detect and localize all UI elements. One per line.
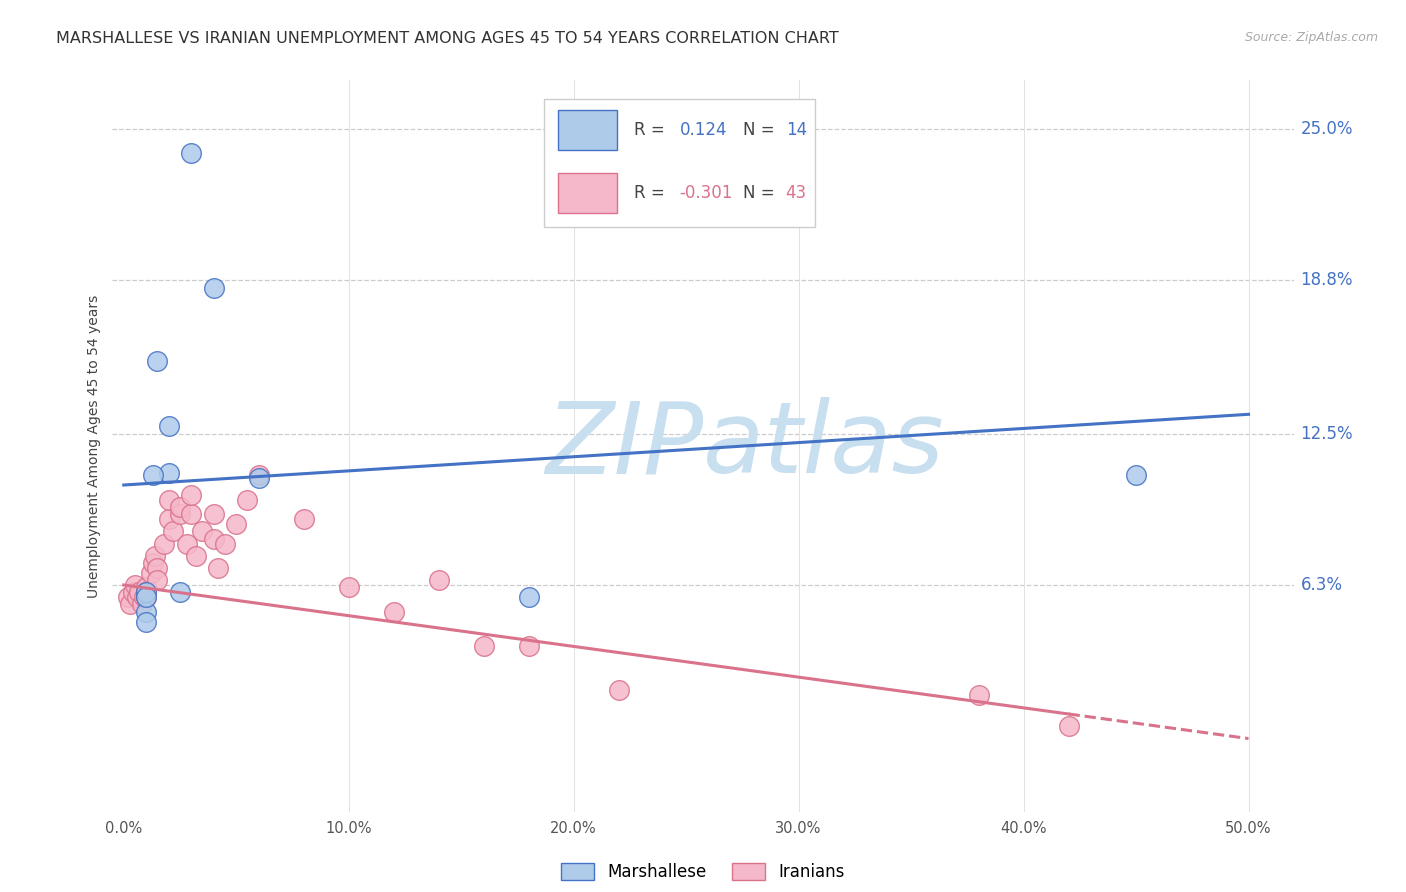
Point — [967, 688, 990, 702]
Point — [517, 639, 540, 653]
Text: 43: 43 — [786, 185, 807, 202]
Point — [169, 508, 191, 522]
Point — [146, 353, 169, 368]
Point — [162, 524, 184, 539]
Point — [169, 585, 191, 599]
Point — [120, 598, 142, 612]
Point — [176, 536, 198, 550]
Point — [337, 581, 360, 595]
Text: N =: N = — [744, 120, 780, 138]
Text: 14: 14 — [786, 120, 807, 138]
Point — [382, 605, 405, 619]
Point — [202, 280, 225, 294]
Point — [157, 492, 180, 507]
Point — [1125, 468, 1147, 483]
Text: MARSHALLESE VS IRANIAN UNEMPLOYMENT AMONG AGES 45 TO 54 YEARS CORRELATION CHART: MARSHALLESE VS IRANIAN UNEMPLOYMENT AMON… — [56, 31, 839, 46]
Point — [157, 466, 180, 480]
FancyBboxPatch shape — [558, 110, 617, 150]
Text: 6.3%: 6.3% — [1301, 576, 1343, 594]
Point — [135, 585, 157, 599]
Text: N =: N = — [744, 185, 780, 202]
Text: Source: ZipAtlas.com: Source: ZipAtlas.com — [1244, 31, 1378, 45]
Point — [225, 516, 247, 531]
Point — [207, 561, 229, 575]
Point — [247, 471, 270, 485]
Text: -0.301: -0.301 — [679, 185, 733, 202]
Point — [157, 512, 180, 526]
Point — [117, 590, 139, 604]
Text: atlas: atlas — [703, 398, 945, 494]
Point — [131, 598, 153, 612]
Point — [247, 468, 270, 483]
Text: R =: R = — [634, 185, 671, 202]
Point — [236, 492, 259, 507]
Point — [517, 590, 540, 604]
Point — [135, 581, 157, 595]
Text: 0.124: 0.124 — [679, 120, 727, 138]
Point — [191, 524, 214, 539]
Legend: Marshallese, Iranians: Marshallese, Iranians — [554, 856, 852, 888]
Point — [153, 536, 176, 550]
Point — [214, 536, 236, 550]
Text: 12.5%: 12.5% — [1301, 425, 1353, 442]
Point — [427, 573, 450, 587]
Point — [127, 590, 149, 604]
Point — [135, 590, 157, 604]
Point — [202, 532, 225, 546]
Point — [135, 590, 157, 604]
Point — [135, 605, 157, 619]
Point — [157, 419, 180, 434]
Point — [180, 488, 202, 502]
Point — [143, 549, 166, 563]
Point — [121, 585, 143, 599]
Point — [472, 639, 495, 653]
Point — [202, 508, 225, 522]
FancyBboxPatch shape — [544, 99, 815, 227]
Text: 25.0%: 25.0% — [1301, 120, 1353, 138]
Point — [169, 500, 191, 514]
Point — [132, 590, 155, 604]
Point — [139, 566, 162, 580]
Point — [180, 146, 202, 161]
Point — [135, 585, 157, 599]
FancyBboxPatch shape — [558, 173, 617, 213]
Point — [135, 615, 157, 629]
Point — [180, 508, 202, 522]
Point — [1057, 719, 1080, 733]
Point — [142, 556, 165, 570]
Point — [142, 468, 165, 483]
Point — [124, 578, 146, 592]
Y-axis label: Unemployment Among Ages 45 to 54 years: Unemployment Among Ages 45 to 54 years — [87, 294, 101, 598]
Text: R =: R = — [634, 120, 671, 138]
Point — [146, 561, 169, 575]
Point — [184, 549, 207, 563]
Text: ZIP: ZIP — [544, 398, 703, 494]
Point — [128, 585, 150, 599]
Point — [292, 512, 315, 526]
Text: 18.8%: 18.8% — [1301, 271, 1353, 289]
Point — [607, 682, 630, 697]
Point — [146, 573, 169, 587]
